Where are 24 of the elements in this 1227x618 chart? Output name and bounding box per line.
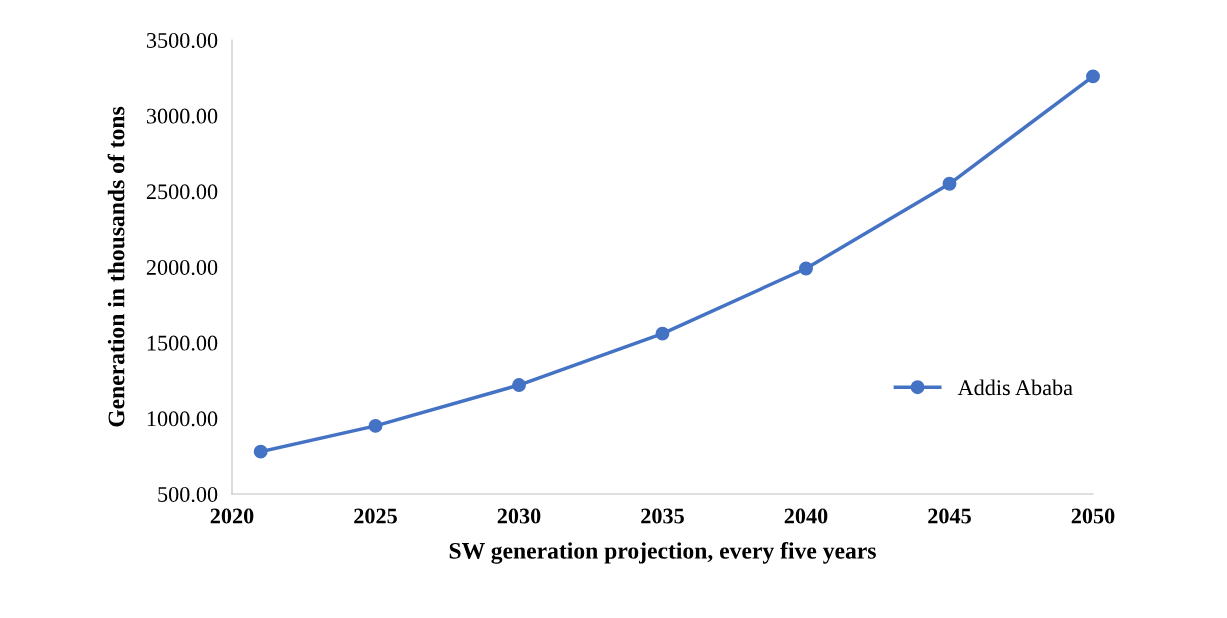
point: [942, 176, 957, 191]
point: [655, 326, 670, 341]
point: [253, 444, 268, 459]
y-tick-label: 3500.00: [146, 32, 218, 49]
x-axis-title: SW generation projection, every five years: [449, 541, 876, 564]
x-tick-label: 2040: [784, 508, 828, 524]
point: [1086, 69, 1100, 84]
y-tick-label: 1000.00: [147, 411, 218, 427]
x-tick-label: 2030: [497, 508, 541, 524]
y-tick-label: 3000.00: [146, 108, 218, 124]
x-tick-label: 2050: [1071, 508, 1115, 524]
y-tick-label: 500.00: [158, 486, 218, 503]
y-tick-label: 1500.00: [147, 335, 218, 351]
x-tick-label: 2035: [641, 508, 684, 524]
x-tick-label: 2045: [928, 508, 971, 524]
x-tick-label: 2025: [354, 508, 397, 524]
y-axis-title: Generation in thousands of tons: [107, 106, 125, 427]
legend-label: Addis Ababa: [957, 379, 1073, 396]
y-tick-label: 2500.00: [146, 184, 218, 200]
point: [512, 378, 526, 392]
point: [799, 261, 813, 276]
y-tick-label: 2000.00: [146, 259, 218, 276]
x-tick-label: 2020: [210, 508, 254, 524]
point: [368, 418, 383, 433]
